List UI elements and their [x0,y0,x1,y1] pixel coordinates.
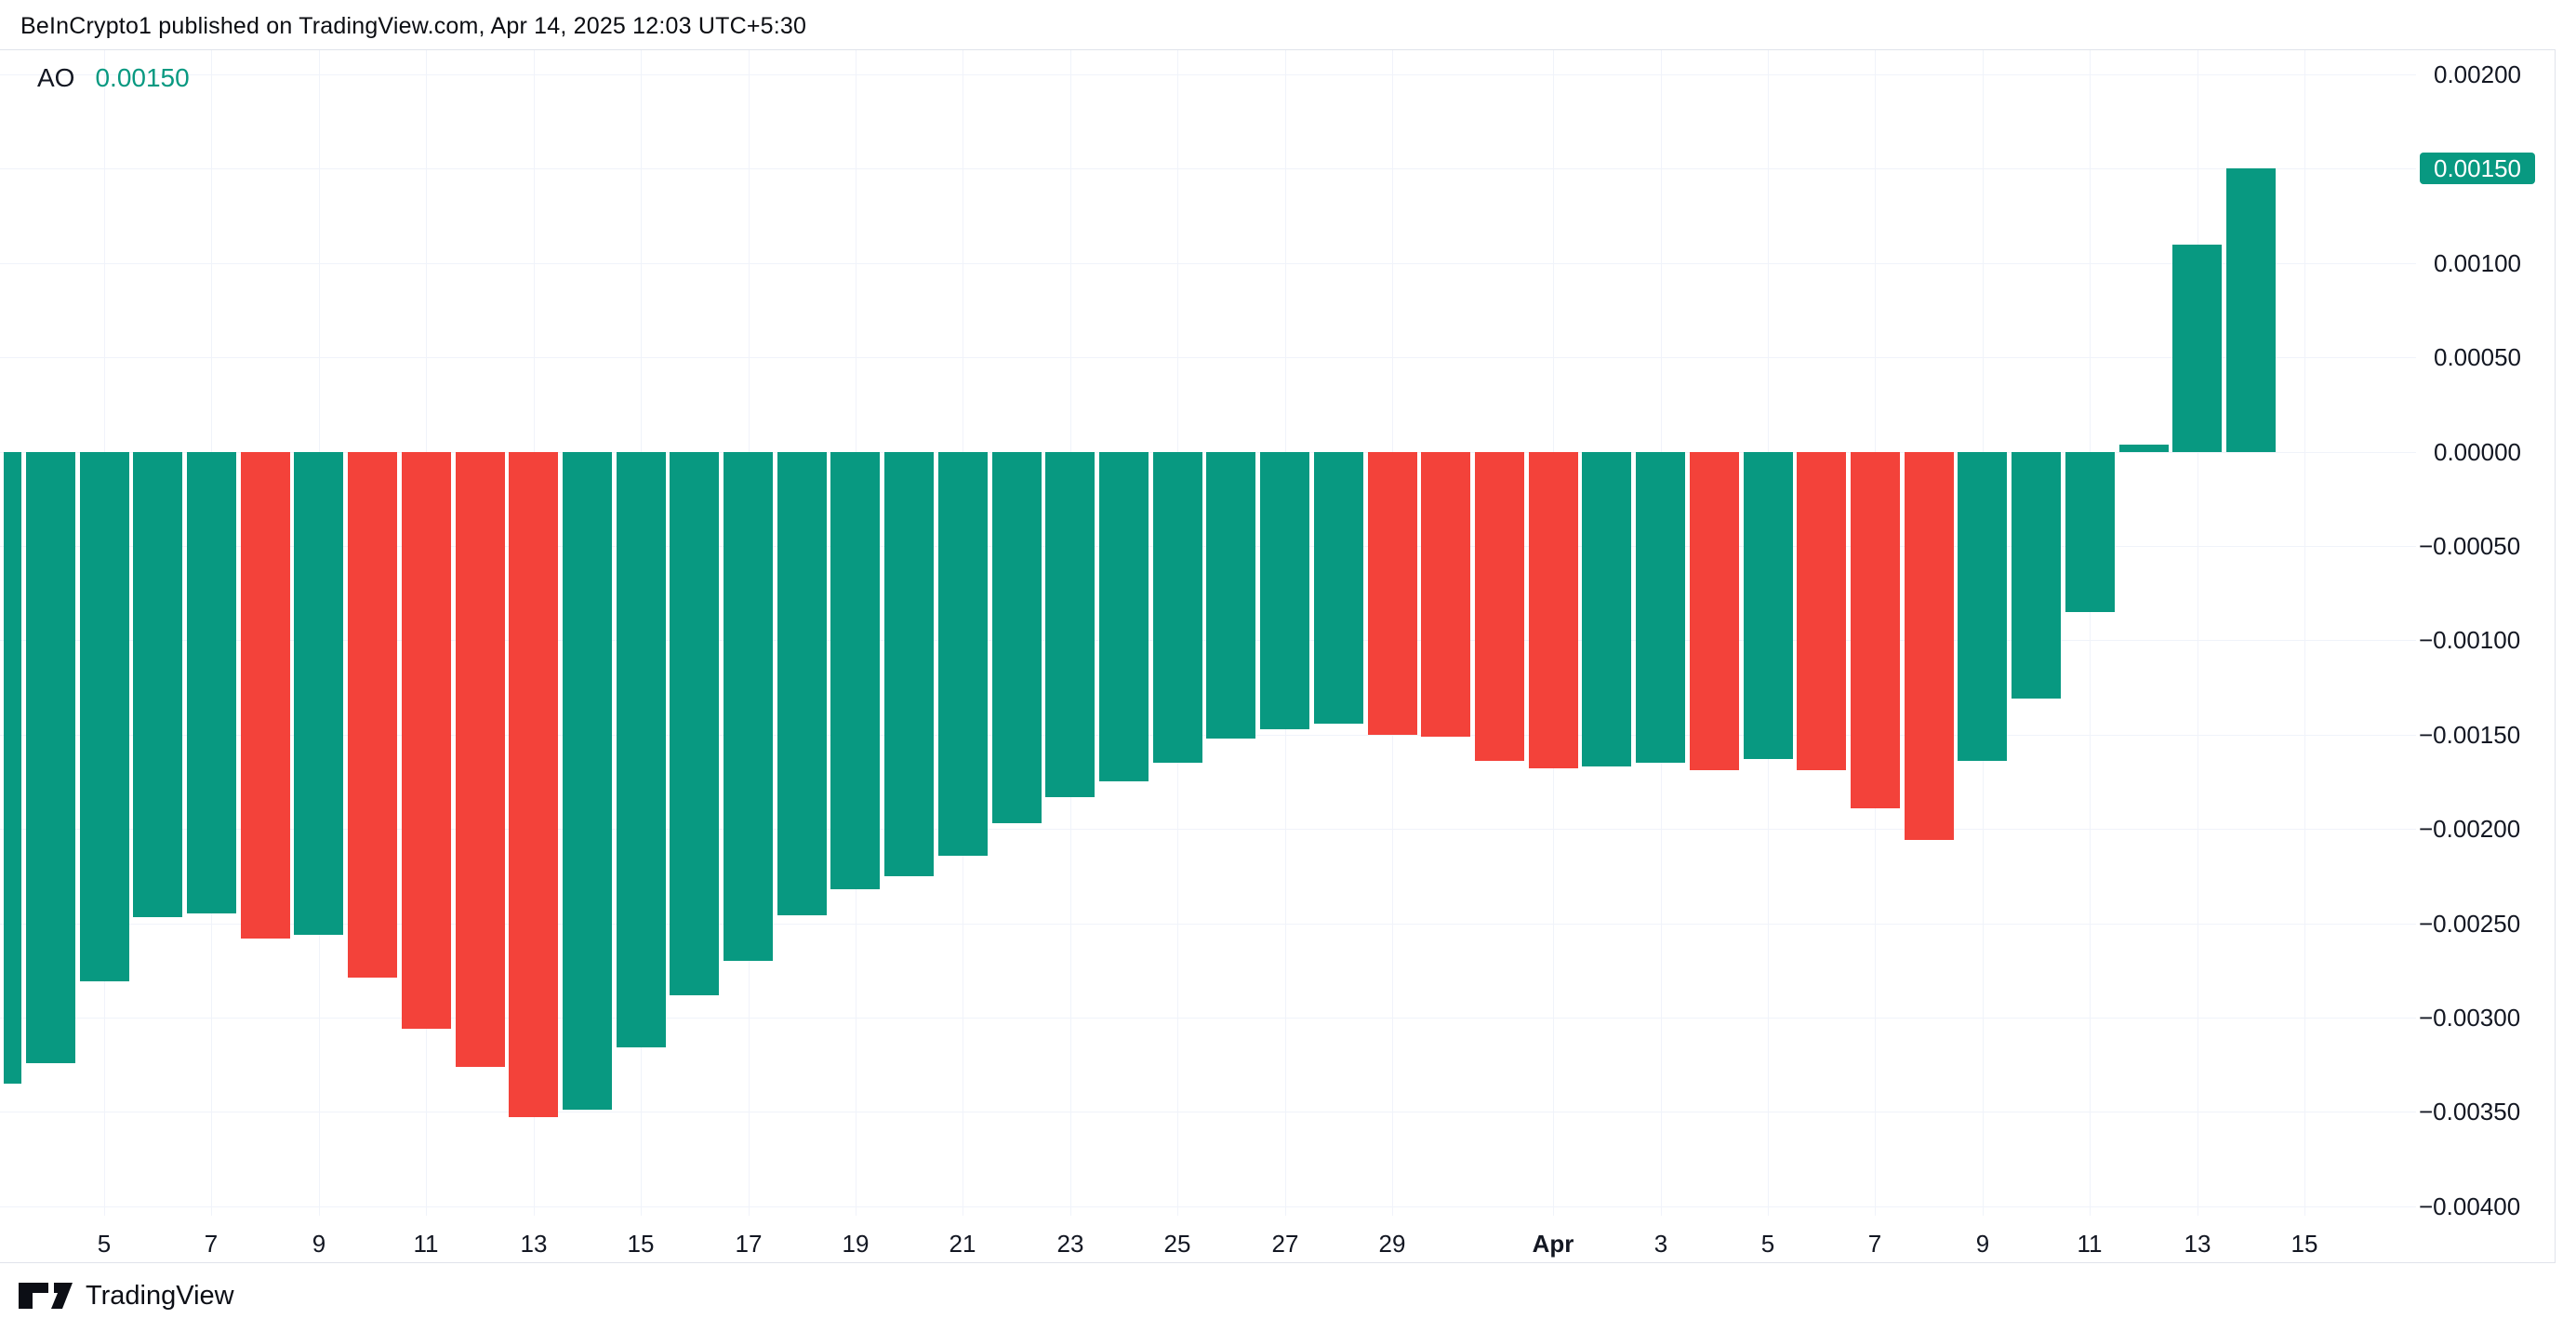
ao-bar [562,451,612,1111]
price-label: −0.00350 [2419,1098,2521,1126]
price-gridline [0,1018,2416,1019]
price-label: −0.00200 [2419,815,2521,843]
ao-bar [991,451,1042,824]
time-label: 11 [413,1230,439,1258]
price-gridline [0,168,2416,169]
indicator-value-label: 0.00150 [95,63,190,92]
published-header: BeInCrypto1 published on TradingView.com… [20,13,807,39]
time-label: 13 [520,1230,548,1258]
time-label: 27 [1271,1230,1299,1258]
ao-bar [1260,451,1310,729]
ao-bar [1743,451,1793,760]
time-label: 23 [1056,1230,1084,1258]
time-label: 15 [627,1230,655,1258]
ao-bar [724,451,773,962]
ao-bar [1206,451,1256,739]
price-label: −0.00250 [2419,910,2521,938]
time-gridline [2304,50,2305,1216]
price-label: 0.00200 [2434,60,2521,88]
ao-bar [1582,451,1632,767]
time-label: 7 [1867,1230,1882,1258]
tradingview-logo-text: TradingView [86,1280,234,1311]
ao-bar [1636,451,1686,764]
ao-bar [884,451,935,876]
ao-bar [1367,451,1417,735]
ao-bar [1850,451,1900,808]
ao-bar [1797,451,1847,771]
time-label: 5 [97,1230,112,1258]
ao-bar [1421,451,1471,737]
price-gridline [0,74,2416,75]
price-label: −0.00050 [2419,532,2521,560]
time-label: 29 [1378,1230,1406,1258]
price-tag: 0.00150 [2420,153,2535,184]
price-gridline [0,829,2416,830]
time-label: 25 [1163,1230,1191,1258]
ao-bar [937,451,988,856]
price-gridline [0,924,2416,925]
ao-bar [616,451,666,1048]
time-label: 11 [2077,1230,2103,1258]
time-label: 5 [1760,1230,1775,1258]
price-label: −0.00300 [2419,1004,2521,1032]
ao-bar [348,451,398,979]
ao-bar [2118,444,2169,452]
chart-right-border [2555,49,2556,1263]
ao-bar [4,451,22,1084]
ao-bar [2172,244,2223,452]
ao-bar [1313,451,1363,724]
price-label: 0.00100 [2434,249,2521,277]
ao-bar [455,451,505,1067]
tradingview-attribution-link[interactable]: TradingView [19,1278,234,1313]
time-label: 19 [842,1230,870,1258]
time-label: 17 [735,1230,763,1258]
price-gridline [0,357,2416,358]
ao-bar [1099,451,1149,782]
ao-bar [777,451,827,916]
time-label: 3 [1653,1230,1668,1258]
price-gridline [0,263,2416,264]
ao-bar [1045,451,1095,797]
price-label: 0.00000 [2434,438,2521,466]
ao-bar [79,451,129,982]
price-label: −0.00150 [2419,721,2521,749]
ao-bar [1689,451,1739,771]
time-gridline [2090,50,2091,1216]
ao-bar [1958,451,2008,762]
chart-bottom-border [0,1262,2556,1263]
time-label: 7 [204,1230,219,1258]
ao-bar [1475,451,1524,762]
ao-bar [294,451,344,935]
ao-bar [2225,168,2276,452]
ao-bar [2012,451,2062,699]
indicator-name-label: AO [37,63,75,92]
ao-bar [133,451,183,918]
plot-top-border [0,49,2556,50]
time-label: 9 [312,1230,326,1258]
time-label: 13 [2184,1230,2211,1258]
ao-bar [401,451,451,1030]
price-label: −0.00100 [2419,626,2521,654]
ao-bar [1152,451,1202,764]
ao-bar [2065,451,2115,612]
time-label: Apr [1532,1230,1574,1258]
time-label: 21 [949,1230,976,1258]
ao-bar [509,451,559,1118]
tradingview-logo-icon [19,1282,73,1310]
ao-bar [670,451,720,995]
ao-bar [25,451,75,1063]
price-gridline [0,1206,2416,1207]
price-label: 0.00050 [2434,343,2521,371]
time-label: 9 [1975,1230,1990,1258]
time-label: 15 [2291,1230,2318,1258]
indicator-legend: AO 0.00150 [37,63,190,93]
ao-bar [240,451,290,939]
ao-bar [1904,451,1954,841]
ao-bar [186,451,236,914]
ao-bar [830,451,881,890]
ao-bar [1528,451,1578,769]
price-label: −0.00400 [2419,1192,2521,1220]
